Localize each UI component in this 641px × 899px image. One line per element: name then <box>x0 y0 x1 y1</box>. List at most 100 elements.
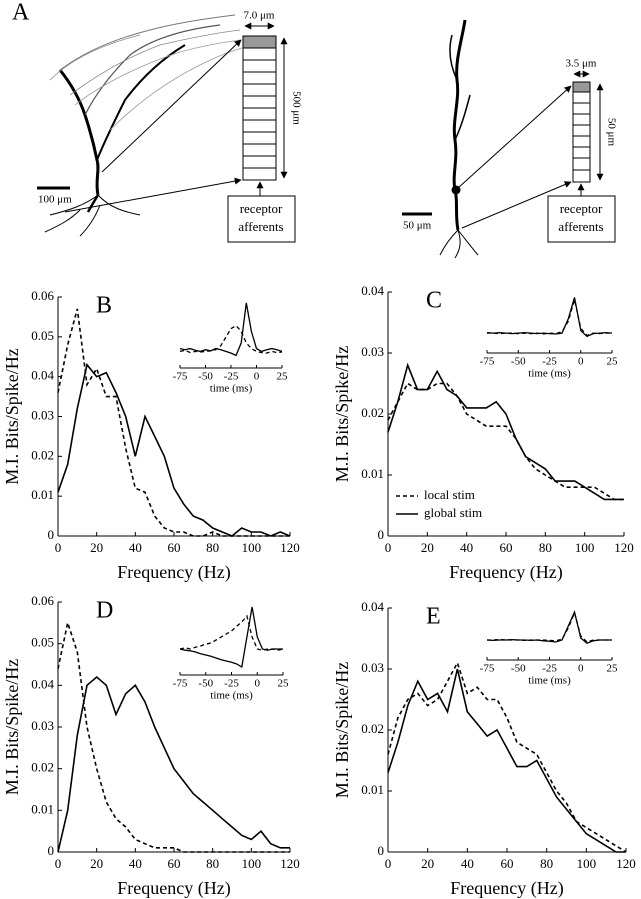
y-tick-label: 0.04 <box>361 599 384 614</box>
compartment-stack-left <box>242 35 277 181</box>
series-line <box>57 308 290 537</box>
y-tick-label: 0.03 <box>361 660 384 675</box>
x-tick-label: 100 <box>242 856 262 871</box>
inset-x-tick-label: -50 <box>198 678 213 690</box>
chart: 0 0.01 0.02 0.03 0.04 0 20 40 60 80 100 120 Frequenc… <box>332 599 636 899</box>
x-axis-label: Frequency (Hz) <box>117 878 230 899</box>
inset-x-tick-label: 0 <box>578 356 584 368</box>
y-tick-label: 0 <box>378 843 385 858</box>
x-tick-label: 0 <box>385 540 392 555</box>
map-arrow <box>64 177 242 213</box>
panel-label: E <box>426 604 441 630</box>
y-tick-label: 0.05 <box>31 328 54 343</box>
compartment-stack-right <box>572 81 591 183</box>
inset-x-tick-label: -25 <box>224 371 239 383</box>
y-axis-label: M.I. Bits/Spike/Hz <box>2 348 22 485</box>
series-line <box>387 668 626 853</box>
chart: 0 0.01 0.02 0.03 0.04 0.05 0.06 0 20 40 60 80 100 120… <box>2 288 300 583</box>
series-line <box>487 299 612 337</box>
series-line <box>179 614 284 651</box>
y-tick-label: 0.01 <box>31 487 54 502</box>
panel-label: A <box>12 0 30 26</box>
inset-x-tick-label: -50 <box>511 356 526 368</box>
x-tick-label: 40 <box>129 540 142 555</box>
inset-x-label: time (ms) <box>210 383 253 395</box>
y-axis-label: M.I. Bits/Spike/Hz <box>2 659 22 796</box>
x-tick-label: 120 <box>280 856 300 871</box>
inset-x-label: time (ms) <box>210 690 253 702</box>
inset-x-tick-label: -25 <box>542 663 557 675</box>
inset-x-label: time (ms) <box>528 368 571 380</box>
inset-x-tick-label: 25 <box>607 663 619 675</box>
y-axis-label: M.I. Bits/Spike/Hz <box>332 346 352 483</box>
x-tick-label: 20 <box>90 856 103 871</box>
y-tick-label: 0.02 <box>361 721 384 736</box>
receptor-box <box>227 195 296 243</box>
y-tick-label: 0 <box>378 527 385 542</box>
x-tick-label: 40 <box>461 856 474 871</box>
y-tick-label: 0.01 <box>361 782 384 797</box>
inset-x-tick-label: 25 <box>607 356 619 368</box>
panel-label: D <box>96 598 113 624</box>
width-label: 3.5 μm <box>566 58 597 70</box>
inset-x-tick-label: 0 <box>255 678 261 690</box>
x-tick-label: 100 <box>577 856 597 871</box>
x-tick-label: 0 <box>55 540 62 555</box>
x-tick-label: 120 <box>280 540 300 555</box>
y-tick-label: 0.06 <box>31 593 54 608</box>
scale-label: 100 μm <box>38 194 72 206</box>
x-axis-label: Frequency (Hz) <box>117 562 230 583</box>
panel-label: C <box>426 288 442 314</box>
map-arrow <box>461 181 572 229</box>
box-label: afferents <box>238 219 283 234</box>
x-tick-label: 60 <box>501 856 514 871</box>
series-line <box>57 362 291 537</box>
series-line <box>179 324 283 354</box>
series-line <box>486 609 612 644</box>
inset-x-tick-label: -75 <box>173 678 188 690</box>
panel-label: B <box>96 293 112 319</box>
scale-label: 50 μm <box>403 220 432 232</box>
box-label: receptor <box>560 201 603 216</box>
inset-x-tick-label: -75 <box>480 663 495 675</box>
y-tick-label: 0.05 <box>31 635 54 650</box>
x-tick-label: 80 <box>206 856 219 871</box>
x-axis-label: Frequency (Hz) <box>450 878 563 899</box>
height-label: 50 μm <box>605 118 617 147</box>
map-arrow <box>101 39 242 173</box>
neuron-left <box>44 14 243 237</box>
x-tick-label: 80 <box>206 540 219 555</box>
inset-x-tick-label: -50 <box>198 371 213 383</box>
x-tick-label: 20 <box>421 540 434 555</box>
y-tick-label: 0 <box>48 843 55 858</box>
y-tick-label: 0.02 <box>31 447 54 462</box>
x-tick-label: 40 <box>460 540 473 555</box>
series-line <box>179 302 283 357</box>
x-axis-label: Frequency (Hz) <box>449 562 562 583</box>
x-tick-label: 20 <box>421 856 434 871</box>
map-arrow <box>457 85 572 189</box>
inset-x-tick-label: -25 <box>224 678 239 690</box>
inset-x-tick-label: -25 <box>542 356 557 368</box>
inset-x-tick-label: -75 <box>173 371 188 383</box>
series-line <box>486 297 613 338</box>
x-tick-label: 60 <box>500 540 513 555</box>
y-tick-label: 0.04 <box>361 283 384 298</box>
height-label: 500 μm <box>290 91 302 125</box>
y-tick-label: 0.03 <box>361 344 384 359</box>
box-label: afferents <box>558 219 603 234</box>
y-tick-label: 0.01 <box>31 801 54 816</box>
y-tick-label: 0 <box>48 527 55 542</box>
legend-label: global stim <box>424 505 482 520</box>
series-line <box>387 660 627 853</box>
legend-label: local stim <box>424 487 475 502</box>
series-line <box>387 362 624 501</box>
inset-x-tick-label: -50 <box>511 663 526 675</box>
series-line <box>57 675 290 853</box>
y-tick-label: 0.03 <box>31 718 54 733</box>
series-line <box>487 610 612 643</box>
y-tick-label: 0.04 <box>31 368 54 383</box>
x-tick-label: 40 <box>129 856 142 871</box>
width-label: 7.0 μm <box>244 10 275 22</box>
y-axis-label: M.I. Bits/Spike/Hz <box>332 662 352 799</box>
